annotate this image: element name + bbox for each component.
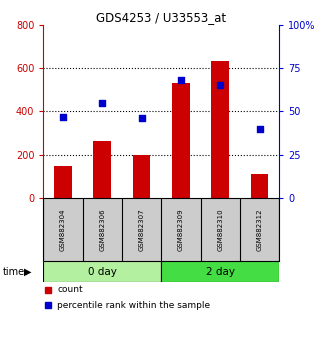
Text: ▶: ▶ [24,267,31,276]
Text: GSM882307: GSM882307 [139,209,145,251]
Text: GSM882309: GSM882309 [178,209,184,251]
Bar [212,61,229,198]
Text: time: time [3,267,25,276]
Bar [133,155,151,198]
Bar [251,175,268,198]
Bar [54,166,72,198]
Point [139,116,144,121]
Text: count: count [57,285,83,294]
Text: 2 day: 2 day [206,267,235,276]
Text: 0 day: 0 day [88,267,117,276]
FancyBboxPatch shape [43,261,161,282]
Point [218,82,223,88]
Bar [172,83,190,198]
Point [100,100,105,105]
Text: GSM882304: GSM882304 [60,209,66,251]
Text: GSM882306: GSM882306 [99,209,105,251]
Text: GSM882310: GSM882310 [217,209,223,251]
Point [178,78,184,83]
Text: GSM882312: GSM882312 [256,209,263,251]
FancyBboxPatch shape [161,261,279,282]
Point [257,126,262,132]
Point [60,114,65,120]
Text: percentile rank within the sample: percentile rank within the sample [57,301,211,310]
Bar [93,141,111,198]
Title: GDS4253 / U33553_at: GDS4253 / U33553_at [96,11,226,24]
